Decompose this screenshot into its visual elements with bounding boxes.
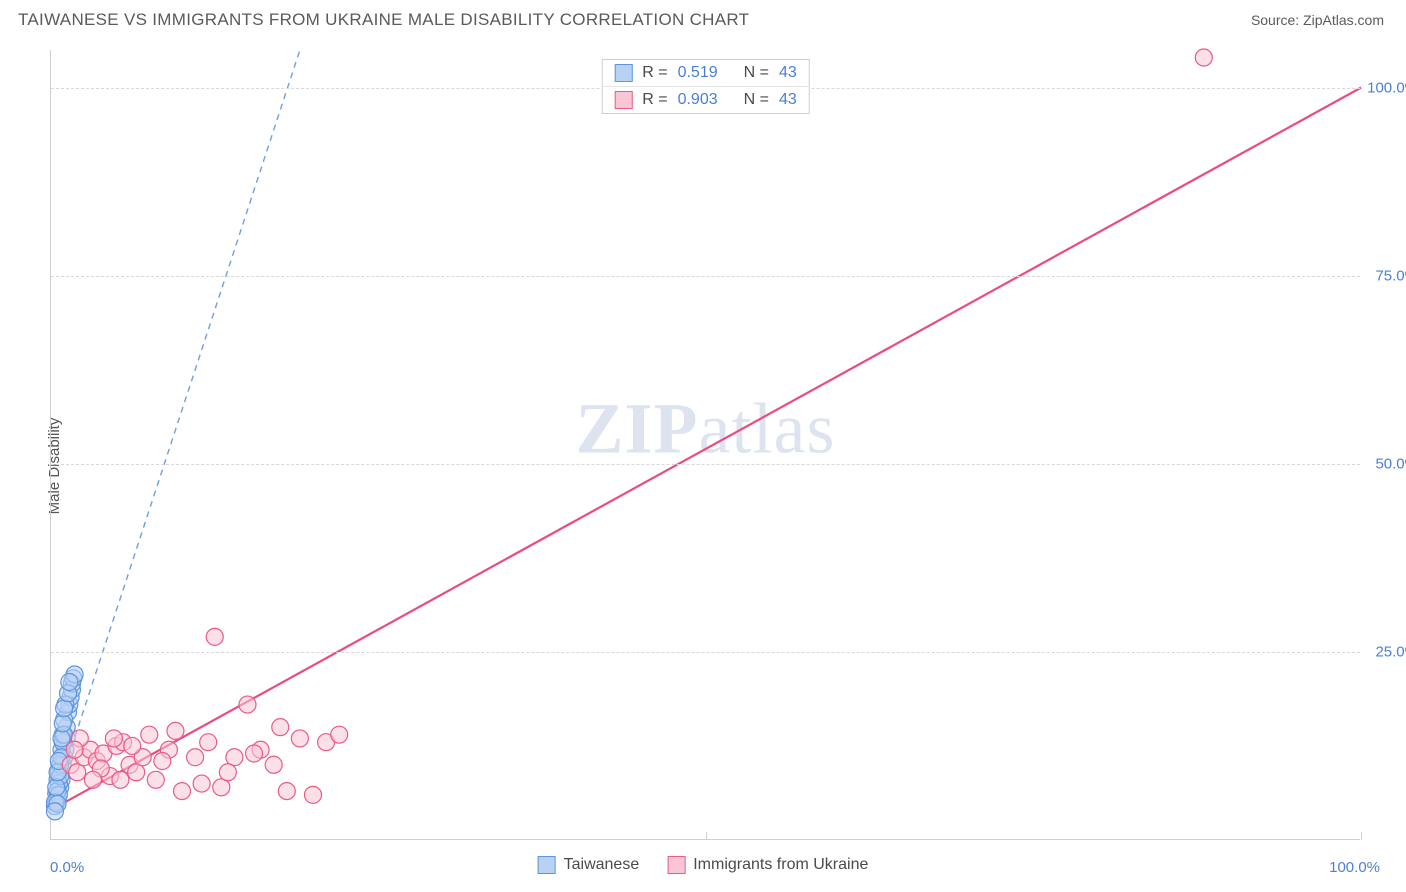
data-point (112, 771, 129, 788)
swatch-taiwanese (538, 856, 556, 874)
n-value-ukraine: 43 (779, 91, 797, 109)
x-axis-min-label: 0.0% (50, 859, 84, 876)
data-point (206, 628, 223, 645)
n-value-taiwanese: 43 (779, 64, 797, 82)
data-point (278, 783, 295, 800)
data-point (69, 764, 86, 781)
data-point (66, 741, 83, 758)
data-point (61, 674, 78, 691)
data-point (265, 756, 282, 773)
data-point (154, 753, 171, 770)
chart-title: TAIWANESE VS IMMIGRANTS FROM UKRAINE MAL… (18, 10, 749, 30)
correlation-legend: R = 0.519 N = 43 R = 0.903 N = 43 (601, 59, 810, 114)
data-point (305, 786, 322, 803)
y-tick-label: 25.0% (1375, 643, 1406, 660)
source-attribution: Source: ZipAtlas.com (1251, 12, 1384, 28)
data-point (54, 715, 71, 732)
data-point (141, 726, 158, 743)
legend-row-taiwanese: R = 0.519 N = 43 (602, 60, 809, 87)
x-axis-max-label: 100.0% (1329, 859, 1380, 876)
data-point (56, 700, 73, 717)
data-point (48, 779, 65, 796)
x-tick (706, 832, 707, 840)
data-point (291, 730, 308, 747)
swatch-ukraine (614, 91, 632, 109)
data-point (239, 696, 256, 713)
data-point (167, 722, 184, 739)
data-point (272, 719, 289, 736)
data-point (246, 745, 263, 762)
data-point (213, 779, 230, 796)
series-name-ukraine: Immigrants from Ukraine (693, 856, 868, 874)
y-tick-label: 75.0% (1375, 267, 1406, 284)
r-label: R = (642, 91, 667, 109)
data-point (193, 775, 210, 792)
data-point (84, 771, 101, 788)
trendline (51, 50, 300, 810)
legend-item-ukraine: Immigrants from Ukraine (667, 856, 868, 874)
r-value-taiwanese: 0.519 (678, 64, 718, 82)
swatch-ukraine (667, 856, 685, 874)
r-label: R = (642, 64, 667, 82)
swatch-taiwanese (614, 64, 632, 82)
data-point (1195, 49, 1212, 66)
legend-row-ukraine: R = 0.903 N = 43 (602, 87, 809, 113)
data-point (128, 764, 145, 781)
title-bar: TAIWANESE VS IMMIGRANTS FROM UKRAINE MAL… (0, 0, 1406, 38)
data-point (174, 783, 191, 800)
gridline (51, 464, 1360, 465)
series-legend: Taiwanese Immigrants from Ukraine (538, 856, 869, 874)
n-label: N = (744, 91, 769, 109)
data-point (200, 734, 217, 751)
chart-container: Male Disability ZIPatlas R = 0.519 N = 4… (0, 40, 1406, 892)
series-name-taiwanese: Taiwanese (564, 856, 640, 874)
gridline (51, 276, 1360, 277)
data-point (331, 726, 348, 743)
data-point (105, 730, 122, 747)
data-point (226, 749, 243, 766)
x-tick (1361, 832, 1362, 840)
data-point (46, 803, 63, 820)
y-tick-label: 100.0% (1367, 79, 1406, 96)
y-tick-label: 50.0% (1375, 455, 1406, 472)
data-point (187, 749, 204, 766)
data-point (124, 737, 141, 754)
plot-svg (51, 50, 1361, 840)
plot-area: ZIPatlas R = 0.519 N = 43 R = 0.903 N = … (50, 50, 1360, 840)
gridline (51, 652, 1360, 653)
data-point (147, 771, 164, 788)
legend-item-taiwanese: Taiwanese (538, 856, 640, 874)
n-label: N = (744, 64, 769, 82)
data-point (219, 764, 236, 781)
r-value-ukraine: 0.903 (678, 91, 718, 109)
